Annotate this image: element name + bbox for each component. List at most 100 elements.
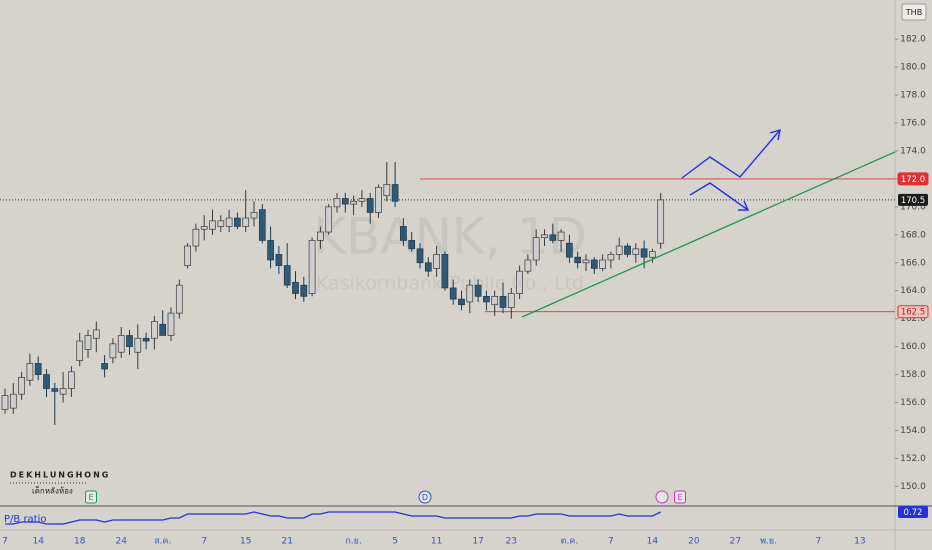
x-tick-label: 15 — [240, 537, 251, 547]
brand: DEKHLUNGHONG — [10, 471, 110, 480]
candle-body — [234, 217, 241, 227]
candle-body — [101, 363, 108, 370]
x-tick-label: พ.ย. — [760, 537, 777, 547]
candle-body — [76, 340, 84, 361]
candle-body — [607, 254, 615, 261]
candle-body — [200, 226, 208, 230]
candle-body — [474, 284, 482, 297]
y-tick-label: 178.0 — [900, 91, 926, 101]
candle-body — [283, 265, 291, 286]
candle-body — [424, 262, 432, 272]
arrow-down — [689, 182, 749, 211]
x-tick-label: 14 — [32, 537, 44, 547]
candle-body — [574, 256, 582, 264]
event-label: D — [422, 493, 428, 502]
x-tick-label: 11 — [431, 537, 442, 547]
x-tick-label: 21 — [281, 537, 292, 547]
candle-body — [400, 226, 407, 241]
candle-body — [524, 259, 532, 272]
event-label: E — [677, 493, 682, 502]
candle-body — [84, 335, 92, 350]
candle-body — [18, 377, 25, 395]
x-tick-label: 23 — [506, 537, 517, 547]
x-tick-label: 13 — [854, 537, 865, 547]
x-tick-label: 7 — [816, 537, 822, 547]
y-tick-label: 162.0 — [900, 314, 926, 324]
candle-body — [557, 231, 565, 241]
candle-body — [250, 212, 258, 219]
y-tick-label: 154.0 — [900, 426, 926, 436]
x-tick-label: ต.ค. — [561, 537, 579, 547]
candle-body — [43, 374, 50, 389]
y-tick-label: 158.0 — [900, 370, 926, 380]
last-price-tag — [898, 193, 928, 206]
last-price-label: 170.5 — [901, 196, 925, 206]
y-tick-label: 174.0 — [900, 146, 926, 156]
indicator-name: P/B ratio — [4, 514, 47, 525]
event-label: E — [88, 493, 93, 502]
candle-body — [366, 198, 374, 213]
y-tick-label: 164.0 — [900, 286, 926, 296]
currency-box — [901, 3, 927, 21]
arrow-drawings — [681, 128, 781, 211]
candle-body — [640, 248, 648, 258]
candle-body — [507, 293, 515, 308]
candle-body — [92, 329, 100, 339]
y-tick-label: 176.0 — [900, 119, 926, 129]
candle-body — [391, 184, 399, 202]
pb-label: 0.72 — [904, 508, 923, 518]
x-tick-label: 5 — [392, 537, 398, 547]
x-tick-label: 14 — [647, 537, 659, 547]
x-tick-label: 18 — [74, 537, 86, 547]
pb-line — [5, 511, 661, 525]
candle-body — [51, 388, 59, 392]
candle-body — [275, 254, 283, 266]
candle-body — [317, 231, 324, 241]
arrowhead — [769, 128, 781, 141]
y-tick-label: 168.0 — [900, 230, 926, 240]
candle-body — [350, 200, 357, 205]
candle-body — [134, 337, 142, 353]
brand-sub: เด็กหลังห้อง — [32, 486, 73, 496]
x-tick-label: 27 — [730, 537, 741, 547]
candle-body — [566, 242, 573, 258]
candle-body — [167, 312, 175, 336]
y-tick-label: 180.0 — [900, 63, 926, 73]
candle-body — [68, 371, 75, 389]
candle-body — [1, 395, 9, 410]
level-label: 172.0 — [901, 175, 925, 185]
x-tick-label: 20 — [688, 537, 700, 547]
candle-body — [242, 217, 250, 227]
candle-body — [175, 284, 183, 314]
candle-body — [549, 234, 557, 241]
pb-tag — [898, 506, 928, 518]
candle-body — [375, 186, 382, 213]
candle-body — [615, 245, 623, 255]
candle-body — [491, 295, 499, 306]
candle-body — [541, 234, 548, 238]
currency: THB — [905, 8, 922, 17]
candle-body — [267, 240, 274, 261]
candle-body — [117, 335, 125, 353]
candle-body — [590, 259, 598, 269]
arrowhead — [738, 200, 750, 211]
candle-body — [433, 254, 440, 269]
candle-body — [126, 335, 133, 348]
candle-body — [499, 295, 507, 308]
candle-body — [358, 198, 366, 202]
candle-body — [483, 295, 490, 303]
dividend-marker — [655, 490, 669, 504]
y-tick-label: 150.0 — [900, 482, 926, 492]
y-tick-label: 160.0 — [900, 342, 926, 352]
x-tick-label: 7 — [201, 537, 207, 547]
candle-body — [142, 337, 150, 342]
candle-body — [151, 321, 158, 339]
event-marker — [418, 490, 432, 504]
y-tick-label: 182.0 — [900, 35, 926, 45]
x-tick-label: ส.ค. — [154, 537, 171, 547]
candle-body — [34, 363, 42, 375]
candle-body — [308, 240, 316, 294]
